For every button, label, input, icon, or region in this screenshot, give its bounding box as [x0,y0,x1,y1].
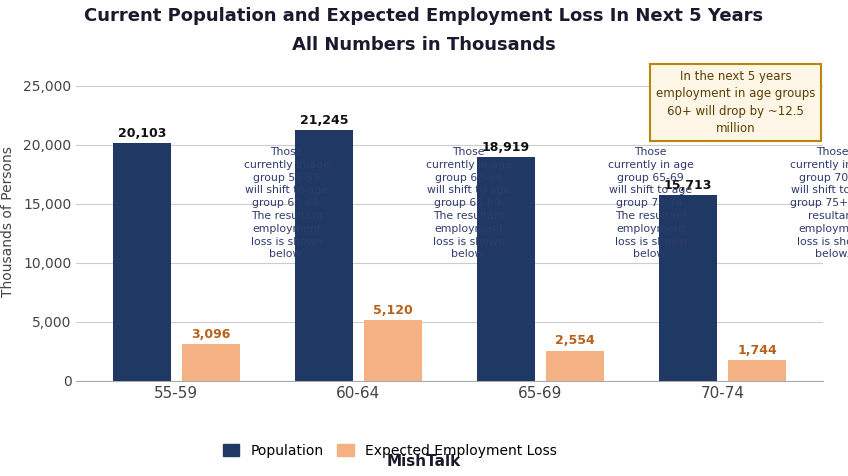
Text: In the next 5 years
employment in age groups
60+ will drop by ~12.5
million: In the next 5 years employment in age gr… [656,70,815,135]
Text: All Numbers in Thousands: All Numbers in Thousands [292,36,556,54]
Text: 1,744: 1,744 [737,344,777,357]
Text: 18,919: 18,919 [482,141,530,154]
Bar [295,130,353,381]
Text: 2,554: 2,554 [555,334,595,347]
Text: Those
currently in age
group 60-64
will shift to age
group 65-69.
The resultant
: Those currently in age group 60-64 will … [426,147,511,259]
Bar [659,195,717,381]
Bar [181,344,240,381]
Text: Those
currently in age
group 65-69
will shift to age
group 70-74.
The resultant
: Those currently in age group 65-69 will … [608,147,694,259]
Y-axis label: Thousands of Persons: Thousands of Persons [1,146,15,297]
Text: 20,103: 20,103 [118,127,166,140]
Bar [728,360,786,381]
Text: Those
currently in age
group 55-59
will shift to age
group 60-64.
The resultant
: Those currently in age group 55-59 will … [243,147,330,259]
Text: 5,120: 5,120 [373,304,413,317]
Bar [364,320,422,381]
Text: 21,245: 21,245 [299,114,348,127]
Bar [546,351,604,381]
Text: MishTalk: MishTalk [387,454,461,469]
Text: 15,713: 15,713 [664,179,712,192]
Text: 3,096: 3,096 [192,328,231,341]
Legend: Population, Expected Employment Loss: Population, Expected Employment Loss [217,438,562,463]
Text: Current Population and Expected Employment Loss In Next 5 Years: Current Population and Expected Employme… [85,7,763,25]
Text: Those
currently in age
group 70-74
will shift to age
group 75+. The
resultant
em: Those currently in age group 70-74 will … [789,147,848,259]
Bar [477,158,535,381]
Bar [113,143,171,381]
